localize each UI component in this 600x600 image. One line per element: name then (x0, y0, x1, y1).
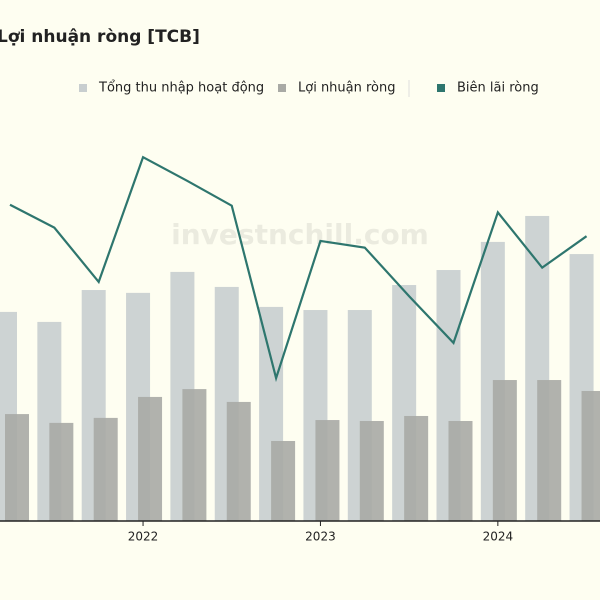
bar (315, 420, 340, 521)
bar (226, 401, 251, 521)
bar (448, 420, 473, 521)
bar (5, 414, 29, 521)
bar (492, 380, 517, 521)
watermark: investnchill.com (171, 218, 429, 251)
legend-swatch (278, 84, 286, 92)
x-tick-label: 2022 (128, 530, 159, 544)
bar (49, 422, 74, 521)
bar (182, 389, 207, 521)
x-tick-label: 2023 (305, 530, 336, 544)
bar (537, 380, 562, 521)
legend-label: Lợi nhuận ròng (298, 81, 396, 96)
chart-title: Lợi nhuận ròng [TCB] (0, 27, 200, 47)
x-tick-label: 2024 (483, 530, 514, 544)
legend-label: Tổng thu nhập hoạt động (98, 81, 264, 96)
bar (359, 420, 384, 521)
line (9, 155, 588, 383)
legend-swatch (437, 84, 445, 92)
legend-label: Biên lãi ròng (457, 81, 539, 96)
bar (581, 390, 600, 521)
legend-swatch (79, 84, 87, 92)
bar (93, 417, 118, 521)
bar (404, 415, 429, 521)
bar (271, 440, 296, 521)
bar (138, 396, 163, 521)
